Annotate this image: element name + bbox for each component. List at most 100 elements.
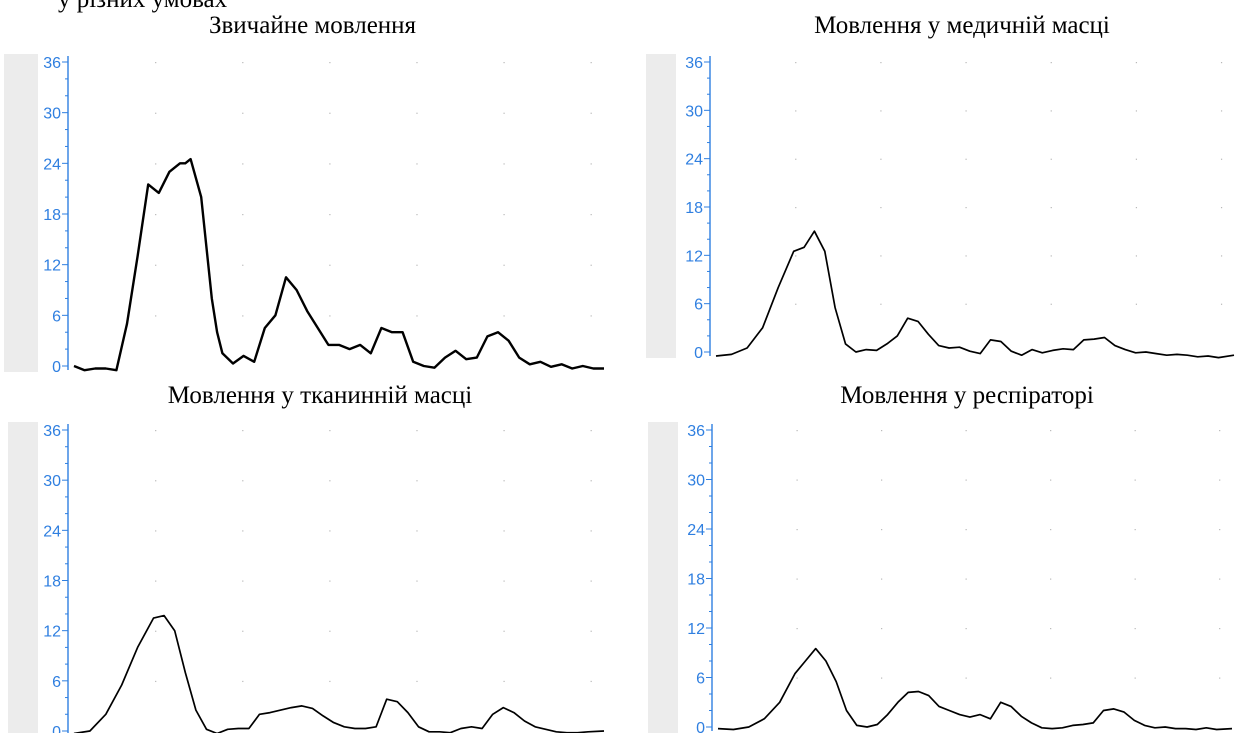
grid-dot	[795, 207, 796, 208]
grid-dot	[966, 480, 967, 481]
grid-dot	[795, 159, 796, 160]
y-tick-label: 6	[696, 671, 705, 688]
grid-dot	[242, 631, 243, 632]
series-line	[716, 231, 1234, 357]
series-line	[74, 159, 604, 370]
grid-dot	[881, 529, 882, 530]
grid-dot	[503, 265, 504, 266]
grid-dot	[503, 480, 504, 481]
series-line	[74, 616, 604, 733]
grid-dot	[416, 631, 417, 632]
y-tick-label: 18	[687, 572, 705, 589]
y-tick-label: 12	[43, 258, 61, 275]
y-tick-label: 24	[43, 156, 61, 173]
grid-dot	[965, 110, 966, 111]
grid-dot	[329, 315, 330, 316]
grid-dot	[503, 430, 504, 431]
y-tick-label: 6	[52, 674, 61, 691]
grid-dot	[416, 113, 417, 114]
grid-dot	[966, 430, 967, 431]
grid-dot	[1219, 480, 1220, 481]
grid-dot	[966, 628, 967, 629]
y-tick-label: 18	[685, 200, 703, 217]
grid-dot	[503, 315, 504, 316]
y-tick-label: 30	[43, 473, 61, 490]
grid-dot	[503, 62, 504, 63]
grid-dot	[966, 579, 967, 580]
grid-dot	[880, 207, 881, 208]
grid-dot	[416, 214, 417, 215]
grid-dot	[155, 62, 156, 63]
grid-dot	[503, 163, 504, 164]
grid-dot	[591, 430, 592, 431]
y-tick-label: 12	[43, 624, 61, 641]
y-tick-label: 36	[43, 423, 61, 440]
grid-dot	[503, 530, 504, 531]
grid-dot	[966, 678, 967, 679]
y-tick-label: 30	[687, 473, 705, 490]
grid-dot	[242, 480, 243, 481]
grid-dot	[329, 214, 330, 215]
grid-dot	[329, 430, 330, 431]
grid-dot	[1050, 628, 1051, 629]
grid-dot	[880, 110, 881, 111]
grid-dot	[1219, 678, 1220, 679]
y-axis-gutter	[648, 422, 678, 733]
grid-dot	[797, 480, 798, 481]
grid-dot	[155, 163, 156, 164]
grid-dot	[1135, 678, 1136, 679]
grid-dot	[329, 113, 330, 114]
grid-dot	[155, 430, 156, 431]
grid-dot	[1219, 430, 1220, 431]
y-axis-gutter	[646, 54, 676, 358]
grid-dot	[1135, 579, 1136, 580]
grid-dot	[880, 62, 881, 63]
grid-dot	[155, 480, 156, 481]
grid-dot	[881, 678, 882, 679]
grid-dot	[797, 579, 798, 580]
y-tick-label: 30	[685, 103, 703, 120]
line-chart-respirator: 0 6 12 18 24 30 36	[622, 382, 1244, 733]
grid-dot	[1051, 159, 1052, 160]
chart-panel-respirator: Мовлення у респіраторі 0 6 12 18 24 30 36	[622, 382, 1244, 733]
line-chart-medical-mask: 061218243036	[622, 12, 1244, 372]
y-axis-gutter	[8, 422, 38, 733]
grid-dot	[965, 255, 966, 256]
grid-dot	[155, 530, 156, 531]
grid-dot	[1219, 628, 1220, 629]
grid-dot	[1136, 110, 1137, 111]
grid-dot	[1051, 304, 1052, 305]
y-tick-label: 12	[685, 248, 703, 265]
grid-dot	[881, 628, 882, 629]
grid-dot	[416, 480, 417, 481]
grid-dot	[797, 529, 798, 530]
grid-dot	[416, 315, 417, 316]
grid-dot	[795, 62, 796, 63]
chart-panel-medical-mask: Мовлення у медичній масці 0 6 12 18 24 30 36	[622, 12, 1244, 372]
y-tick-label: 0	[52, 724, 61, 733]
grid-dot	[1135, 529, 1136, 530]
grid-dot	[242, 163, 243, 164]
grid-dot	[1051, 255, 1052, 256]
grid-dot	[1219, 529, 1220, 530]
grid-dot	[155, 214, 156, 215]
grid-dot	[416, 430, 417, 431]
chart-panel-cloth-mask: Мовлення у тканинній масці 0 6 12 18 24 30 36	[0, 382, 620, 733]
grid-dot	[795, 304, 796, 305]
y-tick-label: 0	[52, 359, 61, 376]
grid-dot	[880, 159, 881, 160]
grid-dot	[797, 430, 798, 431]
grid-dot	[591, 214, 592, 215]
grid-dot	[503, 581, 504, 582]
grid-dot	[242, 315, 243, 316]
grid-dot	[155, 631, 156, 632]
grid-dot	[1221, 304, 1222, 305]
y-tick-label: 24	[43, 523, 61, 540]
grid-dot	[965, 159, 966, 160]
grid-dot	[416, 62, 417, 63]
grid-dot	[591, 480, 592, 481]
y-tick-label: 36	[685, 55, 703, 72]
grid-dot	[1051, 62, 1052, 63]
grid-dot	[881, 480, 882, 481]
grid-dot	[1221, 159, 1222, 160]
